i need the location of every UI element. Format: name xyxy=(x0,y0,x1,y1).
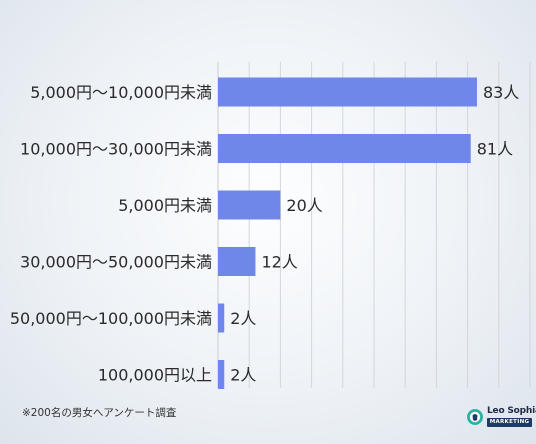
lion-head-icon xyxy=(467,409,483,425)
category-label: 10,000円〜30,000円未満 xyxy=(20,140,212,159)
value-label: 2人 xyxy=(230,366,256,385)
bar xyxy=(218,303,225,333)
category-label: 100,000円以上 xyxy=(98,366,212,385)
bar xyxy=(218,77,477,107)
bar xyxy=(218,190,281,220)
bar xyxy=(218,247,256,276)
category-labels: 5,000円〜10,000円未満 10,000円〜30,000円未満 5,000円未… xyxy=(10,83,212,385)
value-labels: 83人 81人 20人 12人 2人 2人 xyxy=(230,83,519,385)
logo-tagline: MARKETING xyxy=(487,418,532,427)
category-label: 5,000円未満 xyxy=(118,196,212,215)
category-label: 50,000円〜100,000円未満 xyxy=(10,309,212,328)
value-label: 2人 xyxy=(230,309,256,328)
bar xyxy=(218,134,471,163)
value-label: 20人 xyxy=(286,196,322,215)
bar xyxy=(218,360,225,389)
value-label: 81人 xyxy=(477,140,513,159)
logo-name: Leo Sophia xyxy=(487,406,536,416)
category-label: 5,000円〜10,000円未満 xyxy=(30,83,212,102)
survey-footnote: ※200名の男女へアンケート調査 xyxy=(22,407,177,419)
category-label: 30,000円〜50,000円未満 xyxy=(20,253,212,272)
grid-lines xyxy=(217,62,531,388)
value-label: 12人 xyxy=(261,253,297,272)
bars xyxy=(218,77,477,389)
value-label: 83人 xyxy=(483,83,519,102)
brand-logo: Leo Sophia MARKETING xyxy=(466,406,536,428)
